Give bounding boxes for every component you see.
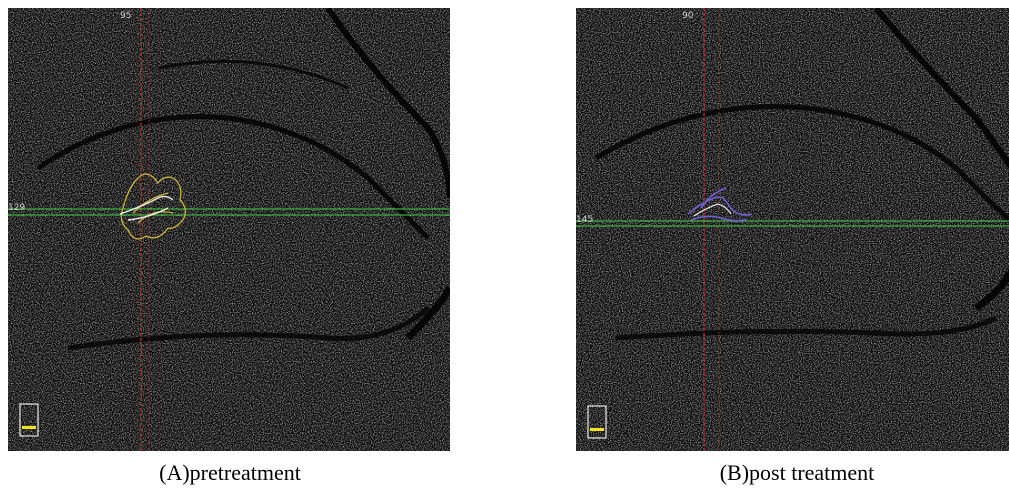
oct-scan-canvas-a: 129 95 — [8, 8, 450, 451]
horizontal-line-label: 129 — [8, 203, 25, 213]
caption-pretreatment: (A)pretreatment — [159, 460, 301, 485]
oct-angiography-image-post-treatment: 145 90 — [576, 8, 1009, 451]
oct-scan-canvas-b: 145 90 — [576, 8, 1009, 451]
cnv-lesion-outline — [687, 187, 753, 222]
vertical-line-label: 90 — [682, 11, 694, 21]
oct-angiography-image-pretreatment: 129 95 — [8, 8, 450, 451]
cnv-lesion-outline — [120, 173, 186, 240]
caption-post-treatment: (B)post treatment — [719, 460, 875, 485]
horizontal-line-label: 145 — [576, 215, 593, 225]
scale-box — [19, 403, 39, 437]
vertical-line-label: 95 — [120, 11, 131, 21]
